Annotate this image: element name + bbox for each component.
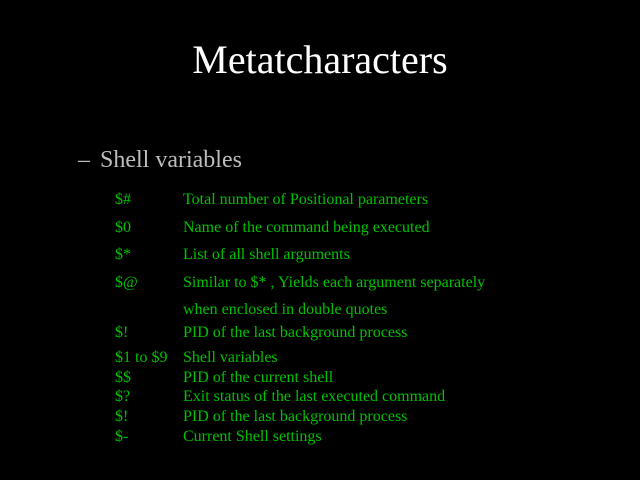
variable-row-dash: $- Current Shell settings: [115, 428, 625, 446]
variable-symbol: $!: [115, 324, 129, 341]
variable-symbol: $1 to $9: [115, 349, 168, 366]
variable-description: Exit status of the last executed command: [183, 388, 446, 405]
bullet-dash: –: [78, 147, 90, 173]
variable-row-bang: $! PID of the last background process: [115, 324, 625, 342]
variable-description-continued: when enclosed in double quotes: [183, 301, 388, 318]
variable-description: Name of the command being executed: [183, 219, 430, 236]
variable-row-bang-2: $! PID of the last background process: [115, 408, 625, 426]
bullet-shell-variables: – Shell variables: [78, 146, 242, 174]
variable-description: Similar to $* , Yields each argument sep…: [183, 274, 486, 291]
variable-row-star: $* List of all shell arguments: [115, 246, 625, 264]
variable-row-dollar-dollar: $$ PID of the current shell: [115, 369, 625, 387]
variable-symbol: $-: [115, 428, 129, 445]
slide-title: Metatcharacters: [192, 37, 448, 82]
variable-description: Shell variables: [183, 349, 278, 366]
variable-row-zero: $0 Name of the command being executed: [115, 219, 625, 237]
variable-description: PID of the last background process: [183, 324, 408, 341]
variable-description: Total number of Positional parameters: [183, 191, 429, 208]
variable-symbol: $0: [115, 219, 131, 236]
variable-symbol: $*: [115, 246, 131, 263]
variable-description: Current Shell settings: [183, 428, 322, 445]
variable-symbol: $#: [115, 191, 131, 208]
variable-symbol: $?: [115, 388, 131, 405]
variable-row-positional: $1 to $9 Shell variables: [115, 349, 625, 367]
variable-symbol: $@: [115, 274, 138, 291]
bullet-text: Shell variables: [100, 147, 242, 173]
variable-symbol: $$: [115, 369, 131, 386]
variable-description: PID of the last background process: [183, 408, 408, 425]
variable-description: PID of the current shell: [183, 369, 334, 386]
variable-row-hash: $# Total number of Positional parameters: [115, 191, 625, 209]
variable-symbol: $!: [115, 408, 129, 425]
variable-description: List of all shell arguments: [183, 246, 350, 263]
variable-row-question: $? Exit status of the last executed comm…: [115, 388, 625, 406]
variable-row-at: $@ Similar to $* , Yields each argument …: [115, 274, 625, 292]
